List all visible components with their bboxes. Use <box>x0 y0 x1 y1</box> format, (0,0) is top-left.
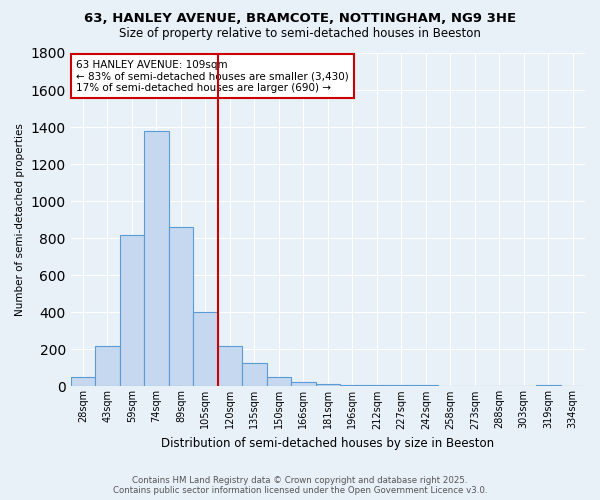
Bar <box>169 227 193 386</box>
Text: Size of property relative to semi-detached houses in Beeston: Size of property relative to semi-detach… <box>119 28 481 40</box>
X-axis label: Distribution of semi-detached houses by size in Beeston: Distribution of semi-detached houses by … <box>161 437 494 450</box>
Bar <box>71 377 95 386</box>
Bar <box>144 131 169 386</box>
Bar <box>291 382 316 386</box>
Bar <box>193 312 218 386</box>
Bar <box>365 385 389 386</box>
Text: Contains HM Land Registry data © Crown copyright and database right 2025.
Contai: Contains HM Land Registry data © Crown c… <box>113 476 487 495</box>
Y-axis label: Number of semi-detached properties: Number of semi-detached properties <box>15 124 25 316</box>
Text: 63 HANLEY AVENUE: 109sqm
← 83% of semi-detached houses are smaller (3,430)
17% o: 63 HANLEY AVENUE: 109sqm ← 83% of semi-d… <box>76 60 349 93</box>
Bar <box>218 346 242 387</box>
Bar <box>95 346 119 387</box>
Bar <box>340 384 365 386</box>
Text: 63, HANLEY AVENUE, BRAMCOTE, NOTTINGHAM, NG9 3HE: 63, HANLEY AVENUE, BRAMCOTE, NOTTINGHAM,… <box>84 12 516 26</box>
Bar <box>266 377 291 386</box>
Bar <box>119 234 144 386</box>
Bar <box>316 384 340 386</box>
Bar <box>242 363 266 386</box>
